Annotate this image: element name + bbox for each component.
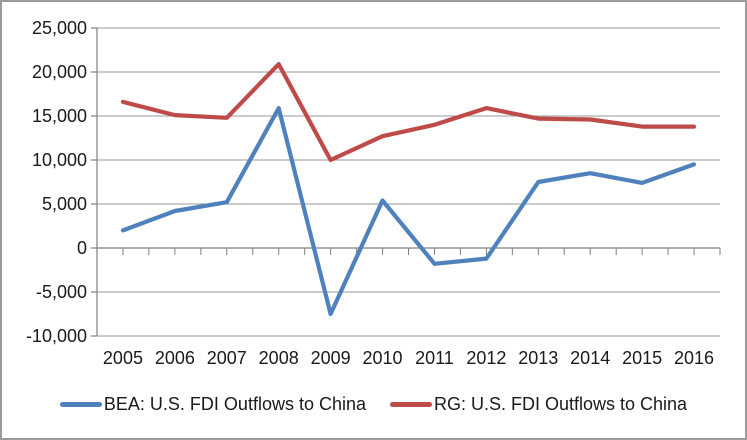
bea-line-swatch <box>59 402 102 407</box>
x-tick-label-2015: 2015 <box>622 348 662 368</box>
y-tick-label-0: 0 <box>77 238 87 258</box>
x-tick-label-2005: 2005 <box>103 348 143 368</box>
x-tick-label-2016: 2016 <box>674 348 714 368</box>
series-line-bea <box>120 105 697 317</box>
x-tick-label-2011: 2011 <box>415 348 454 368</box>
y-tick-label--10000: -10,000 <box>26 326 87 346</box>
x-tick-label-2008: 2008 <box>259 348 299 368</box>
y-tick-label-20000: 20,000 <box>32 62 87 82</box>
x-tick-label-2007: 2007 <box>207 348 247 368</box>
x-tick-label-2013: 2013 <box>518 348 558 368</box>
x-tick-label-2006: 2006 <box>155 348 195 368</box>
fdi-outflows-line-chart: 25,000 20,000 15,000 10,000 5,000 0 -5,000 -10,… <box>26 18 721 368</box>
series-line-rg <box>120 61 697 163</box>
y-tick-label-5000: 5,000 <box>42 194 87 214</box>
chart-legend: BEA: U.S. FDI Outflows to China RG: U.S.… <box>2 394 745 415</box>
legend-item-rg: RG: U.S. FDI Outflows to China <box>390 394 687 415</box>
x-tick-label-2012: 2012 <box>466 348 506 368</box>
legend-label-bea: BEA: U.S. FDI Outflows to China <box>103 394 366 414</box>
x-tick-label-2010: 2010 <box>363 348 403 368</box>
y-tick-label-15000: 15,000 <box>32 106 87 126</box>
legend-label-rg: RG: U.S. FDI Outflows to China <box>434 394 688 414</box>
legend-item-bea: BEA: U.S. FDI Outflows to China <box>59 394 366 415</box>
x-tick-label-2014: 2014 <box>570 348 610 368</box>
x-tick-label-2009: 2009 <box>311 348 351 368</box>
y-tick-label--5000: -5,000 <box>36 282 87 302</box>
y-tick-label-25000: 25,000 <box>32 18 87 38</box>
y-tick-label-10000: 10,000 <box>32 150 87 170</box>
rg-line-swatch <box>390 402 432 407</box>
